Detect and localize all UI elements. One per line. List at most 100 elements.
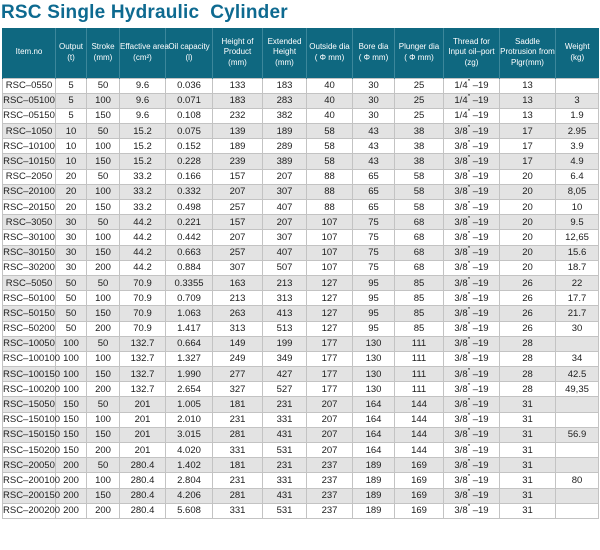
cell-height-of-product: 232 [212,107,263,125]
cell-weight: 21.7 [555,305,599,322]
cell-item-no: RSC–1050 [2,123,56,140]
cell-outside-dia: 58 [306,123,353,140]
cell-extended-height: 531 [262,441,307,459]
cell-item-no: RSC–200100 [2,472,60,489]
cell-thread: 3/8″ –19 [443,244,500,261]
cell-effective-area: 9.6 [119,77,166,94]
cell-item-no: RSC–20100 [2,183,56,201]
cell-height-of-product: 207 [212,183,263,201]
cell-thread: 1/4″ –19 [443,92,500,109]
cell-height-of-product: 133 [212,77,263,94]
cell-stroke: 50 [86,457,120,474]
cell-outside-dia: 127 [306,320,353,337]
cell-thread: 3/8″ –19 [443,168,500,185]
cell-weight: 80 [555,472,599,489]
cell-plunger-dia: 144 [394,411,444,428]
table-row: RSC–05150 5 150 9.6 0.108 232 382 40 30 25 1/4″ –1… [2,107,599,125]
cell-height-of-product: 249 [212,350,263,368]
cell-effective-area: 132.7 [119,366,166,383]
cell-bore-dia: 189 [352,487,395,504]
table-row: RSC–30150 30 150 44.2 0.663 257 407 107 75 68 3/8″… [2,244,599,261]
cell-plunger-dia: 111 [394,350,444,368]
cell-output: 50 [55,290,87,307]
cell-thread: 3/8″ –19 [443,472,500,489]
cell-item-no: RSC–10050 [2,335,56,352]
column-header-effective-area: Effactive area (cm²) [119,28,169,78]
cell-item-no: RSC–05150 [2,107,56,125]
cell-plunger-dia: 169 [394,457,444,474]
cell-output: 10 [55,138,87,155]
cell-stroke: 150 [86,244,120,261]
cell-stroke: 100 [86,229,120,246]
cell-output: 50 [55,274,87,292]
cell-weight: 6.4 [555,168,599,185]
cell-item-no: RSC–30150 [2,244,56,261]
cell-bore-dia: 95 [352,290,395,307]
cell-bore-dia: 75 [352,214,395,231]
cell-oil-capacity: 4.020 [165,441,213,459]
cell-oil-capacity: 0.709 [165,290,213,307]
cell-output: 100 [55,335,87,352]
cell-bore-dia: 164 [352,396,395,413]
cell-height-of-product: 189 [212,138,263,155]
cell-plunger-dia: 85 [394,320,444,337]
cell-thread: 3/8″ –19 [443,290,500,307]
cell-bore-dia: 30 [352,77,395,94]
cell-saddle-protrusion: 20 [499,214,556,231]
cell-stroke: 100 [86,183,120,201]
cell-height-of-product: 183 [212,92,263,109]
cell-saddle-protrusion: 28 [499,381,556,398]
cell-output: 20 [55,183,87,201]
cell-effective-area: 280.4 [119,487,166,504]
cell-height-of-product: 149 [212,335,263,352]
cell-extended-height: 313 [262,290,307,307]
cell-effective-area: 33.2 [119,183,166,201]
cell-stroke: 100 [86,138,120,155]
table-row: RSC–50200 50 200 70.9 1.417 313 513 127 95 85 3/8″… [2,320,599,337]
cell-outside-dia: 40 [306,77,353,94]
cell-height-of-product: 307 [212,259,263,276]
cell-effective-area: 132.7 [119,335,166,352]
cell-extended-height: 231 [262,396,307,413]
cell-saddle-protrusion: 17 [499,153,556,170]
cell-oil-capacity: 1.327 [165,350,213,368]
cell-plunger-dia: 58 [394,168,444,185]
cell-extended-height: 307 [262,229,307,246]
cell-thread: 3/8″ –19 [443,305,500,322]
cell-stroke: 100 [86,472,120,489]
cell-thread: 3/8″ –19 [443,426,500,444]
cell-thread: 3/8″ –19 [443,229,500,246]
cell-extended-height: 382 [262,107,307,125]
cell-output: 50 [55,305,87,322]
cell-output: 5 [55,92,87,109]
cell-thread: 1/4″ –19 [443,107,500,125]
cell-bore-dia: 189 [352,457,395,474]
table-row: RSC–50100 50 100 70.9 0.709 213 313 127 95 85 3/8″… [2,290,599,307]
cell-thread: 3/8″ –19 [443,274,500,292]
cell-stroke: 50 [86,168,120,185]
cell-extended-height: 431 [262,426,307,444]
cell-output: 200 [55,502,87,519]
cell-weight: 12,65 [555,229,599,246]
cell-extended-height: 331 [262,411,307,428]
cell-weight [555,335,599,352]
cell-thread: 3/8″ –19 [443,366,500,383]
cell-output: 200 [55,457,87,474]
cell-oil-capacity: 4.206 [165,487,213,504]
cell-item-no: RSC–20050 [2,457,56,474]
cell-stroke: 200 [86,320,120,337]
cell-weight: 2.95 [555,123,599,140]
cell-item-no: RSC–100150 [2,366,60,383]
cell-height-of-product: 207 [212,229,263,246]
cell-outside-dia: 207 [306,411,353,428]
cell-stroke: 50 [86,77,120,94]
cell-thread: 3/8″ –19 [443,214,500,231]
cell-plunger-dia: 85 [394,290,444,307]
cell-thread: 3/8″ –19 [443,381,500,398]
cell-effective-area: 201 [119,396,166,413]
cell-weight: 34 [555,350,599,368]
cell-thread: 3/8″ –19 [443,198,500,216]
column-header-output: Output (t) [55,28,87,78]
cell-bore-dia: 65 [352,183,395,201]
table-row: RSC–20100 20 100 33.2 0.332 207 307 88 65 58 3/8″ … [2,183,599,201]
